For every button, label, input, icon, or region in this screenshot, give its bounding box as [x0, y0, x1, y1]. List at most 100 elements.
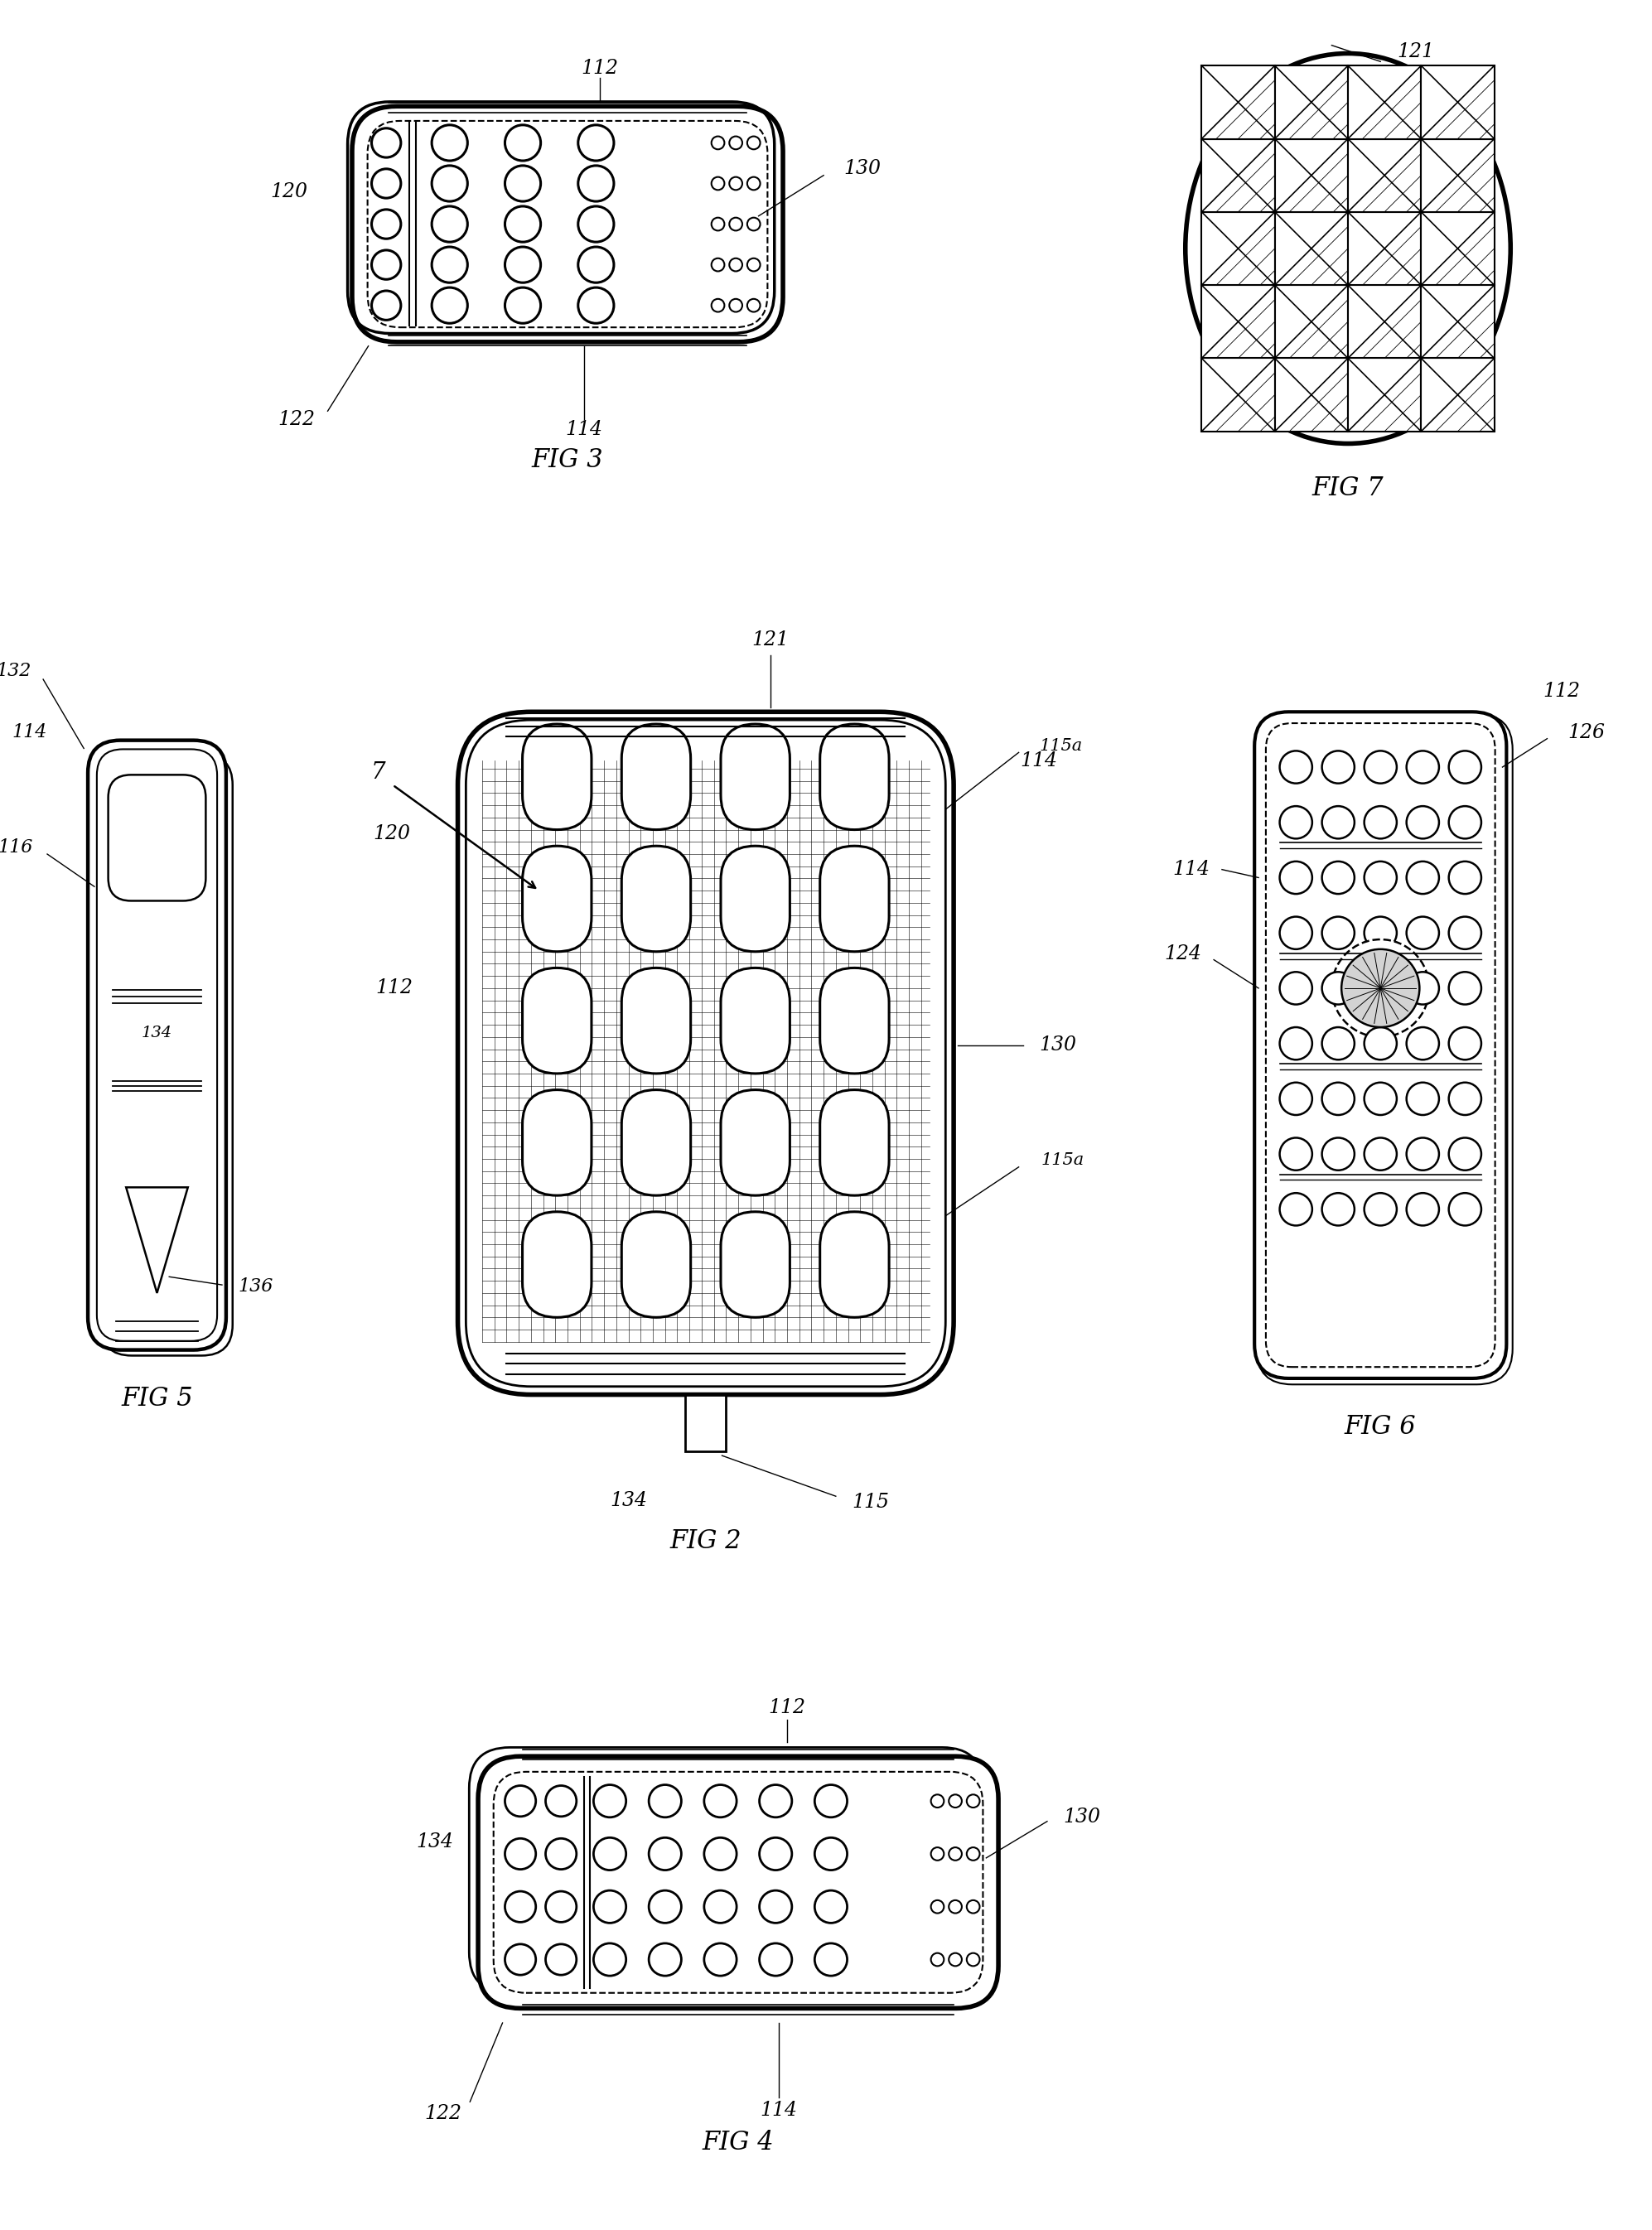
Circle shape — [431, 205, 468, 243]
Bar — [1275, 285, 1348, 359]
Circle shape — [814, 1838, 847, 1871]
Circle shape — [704, 1891, 737, 1922]
Bar — [1201, 285, 1275, 359]
Circle shape — [1449, 1137, 1482, 1171]
Text: 114: 114 — [1173, 861, 1209, 879]
Circle shape — [506, 1945, 535, 1976]
Circle shape — [704, 1942, 737, 1976]
Circle shape — [1280, 752, 1312, 783]
Circle shape — [932, 1953, 943, 1967]
Circle shape — [814, 1784, 847, 1817]
Polygon shape — [126, 1186, 188, 1293]
Circle shape — [729, 219, 742, 230]
Text: 130: 130 — [1064, 1809, 1100, 1826]
Circle shape — [1280, 1028, 1312, 1059]
Circle shape — [578, 165, 615, 201]
Bar — [686, 1394, 725, 1452]
Circle shape — [1322, 1082, 1355, 1115]
Circle shape — [372, 250, 401, 279]
FancyBboxPatch shape — [477, 1757, 998, 2009]
Circle shape — [1280, 805, 1312, 838]
Text: 124: 124 — [1165, 946, 1201, 963]
Circle shape — [948, 1846, 961, 1860]
Circle shape — [545, 1786, 577, 1817]
Text: FIG 2: FIG 2 — [669, 1528, 742, 1554]
Circle shape — [431, 125, 468, 161]
FancyBboxPatch shape — [621, 1090, 691, 1195]
FancyBboxPatch shape — [352, 107, 783, 341]
Circle shape — [729, 259, 742, 272]
FancyBboxPatch shape — [720, 1211, 790, 1318]
Circle shape — [760, 1784, 791, 1817]
Circle shape — [1406, 1137, 1439, 1171]
Circle shape — [1280, 1082, 1312, 1115]
Circle shape — [747, 136, 760, 149]
Circle shape — [506, 1838, 535, 1869]
Circle shape — [545, 1945, 577, 1976]
Circle shape — [948, 1953, 961, 1967]
FancyBboxPatch shape — [522, 1090, 591, 1195]
Circle shape — [506, 125, 540, 161]
Circle shape — [649, 1784, 681, 1817]
Circle shape — [1322, 1137, 1355, 1171]
Circle shape — [1280, 917, 1312, 950]
Bar — [1421, 359, 1495, 430]
Text: 112: 112 — [768, 1697, 806, 1717]
Circle shape — [1449, 1082, 1482, 1115]
Circle shape — [1322, 805, 1355, 838]
Circle shape — [932, 1900, 943, 1913]
Text: 134: 134 — [610, 1492, 648, 1510]
FancyBboxPatch shape — [819, 1090, 889, 1195]
Circle shape — [593, 1891, 626, 1922]
Circle shape — [578, 205, 615, 243]
Circle shape — [760, 1891, 791, 1922]
Circle shape — [1449, 972, 1482, 1004]
Circle shape — [712, 136, 725, 149]
Circle shape — [1406, 1028, 1439, 1059]
Text: 122: 122 — [278, 410, 316, 428]
FancyBboxPatch shape — [819, 968, 889, 1073]
FancyBboxPatch shape — [720, 845, 790, 952]
Circle shape — [506, 288, 540, 323]
Bar — [1275, 138, 1348, 212]
Bar — [1348, 65, 1421, 138]
Circle shape — [712, 259, 725, 272]
Text: 132: 132 — [0, 662, 31, 680]
Text: 120: 120 — [373, 825, 411, 843]
Text: 130: 130 — [844, 158, 881, 178]
Circle shape — [1406, 1193, 1439, 1227]
Circle shape — [431, 248, 468, 283]
Circle shape — [712, 176, 725, 190]
Text: 115a: 115a — [1039, 738, 1082, 754]
Circle shape — [1406, 917, 1439, 950]
FancyBboxPatch shape — [88, 740, 226, 1349]
FancyBboxPatch shape — [621, 968, 691, 1073]
Circle shape — [1365, 917, 1396, 950]
Circle shape — [814, 1942, 847, 1976]
Text: 112: 112 — [375, 979, 413, 997]
Text: FIG 4: FIG 4 — [702, 2130, 775, 2154]
Circle shape — [1406, 752, 1439, 783]
Text: 126: 126 — [1568, 723, 1604, 743]
Bar — [1201, 359, 1275, 430]
FancyBboxPatch shape — [819, 1211, 889, 1318]
Circle shape — [1449, 1028, 1482, 1059]
FancyBboxPatch shape — [720, 1090, 790, 1195]
Circle shape — [593, 1784, 626, 1817]
Circle shape — [1322, 972, 1355, 1004]
Circle shape — [372, 169, 401, 198]
Circle shape — [506, 1891, 535, 1922]
Circle shape — [431, 288, 468, 323]
Circle shape — [1449, 1193, 1482, 1227]
Circle shape — [1365, 1137, 1396, 1171]
Text: 114: 114 — [565, 419, 603, 439]
Text: FIG 5: FIG 5 — [121, 1385, 193, 1412]
Circle shape — [578, 288, 615, 323]
Circle shape — [1322, 861, 1355, 894]
Text: 130: 130 — [1039, 1035, 1077, 1055]
Circle shape — [1365, 1193, 1396, 1227]
Text: 121: 121 — [1396, 42, 1434, 60]
Circle shape — [1322, 752, 1355, 783]
Circle shape — [506, 165, 540, 201]
Text: 120: 120 — [269, 183, 307, 201]
